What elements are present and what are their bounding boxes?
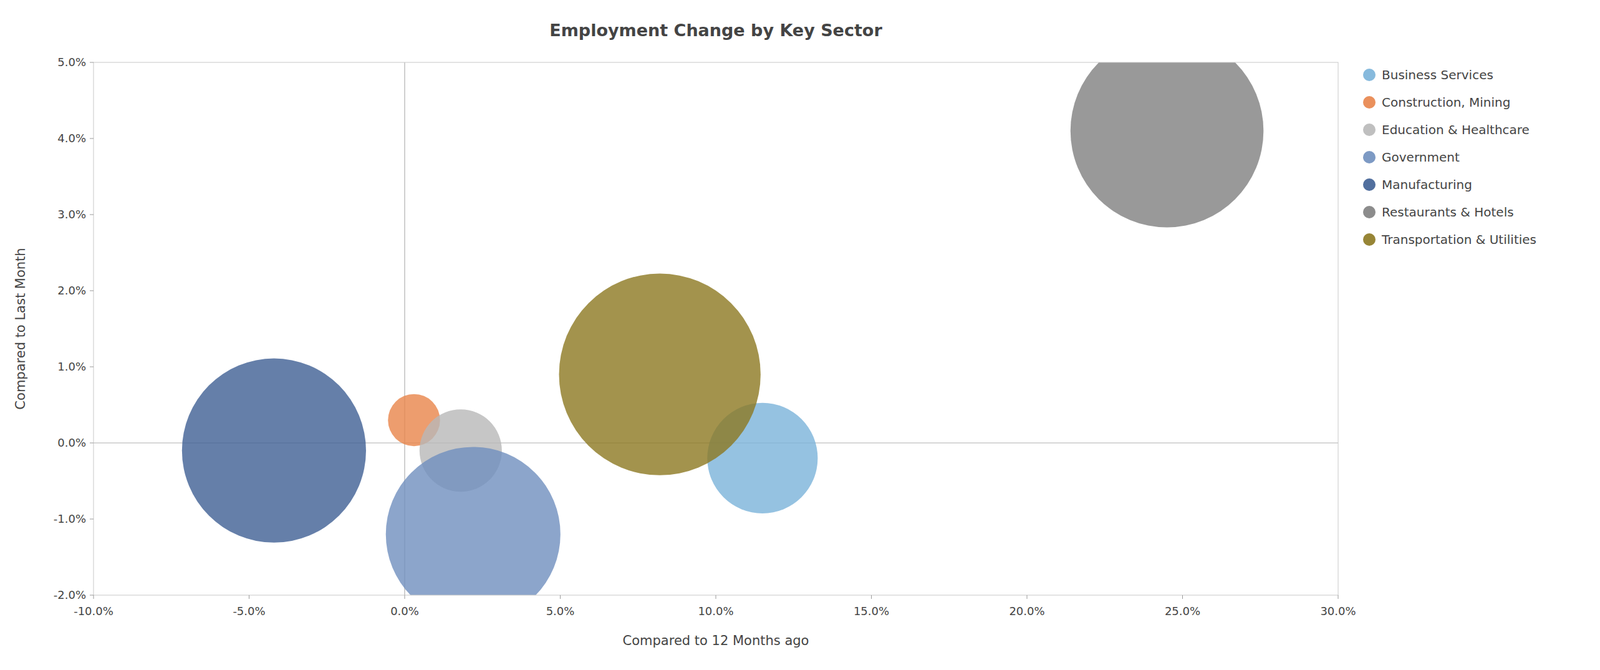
legend-swatch: [1363, 68, 1376, 82]
y-tick: [89, 214, 94, 216]
legend-swatch: [1363, 233, 1376, 246]
y-tick: [89, 442, 94, 444]
series: [559, 273, 761, 476]
x-tick-label: -10.0%: [73, 604, 114, 618]
x-tick: [1338, 594, 1339, 599]
legend-label: Construction, Mining: [1381, 94, 1511, 110]
y-tick: [89, 518, 94, 520]
x-tick: [93, 594, 95, 599]
x-tick-label: 25.0%: [1164, 604, 1201, 618]
x-tick: [871, 594, 872, 599]
bubble: [559, 273, 761, 476]
y-tick-label: -2.0%: [53, 587, 87, 602]
x-tick-label: 15.0%: [853, 604, 890, 618]
legend-swatch: [1363, 178, 1376, 191]
y-tick-label: 3.0%: [57, 207, 87, 221]
y-tick: [89, 138, 94, 140]
x-tick: [404, 594, 406, 599]
x-tick: [248, 594, 250, 599]
bubble: [182, 358, 367, 543]
x-tick-label: 20.0%: [1008, 604, 1045, 618]
x-tick-label: 5.0%: [546, 604, 575, 618]
x-tick: [559, 594, 561, 599]
legend-label: Transportation & Utilities: [1381, 231, 1537, 247]
x-axis-label: Compared to 12 Months ago: [622, 632, 810, 648]
legend-label: Education & Healthcare: [1381, 122, 1530, 138]
x-tick: [1026, 594, 1028, 599]
x-tick: [1182, 594, 1183, 599]
y-tick: [89, 290, 94, 292]
y-tick: [89, 594, 94, 596]
chart: -10.0% -5.0% 0.0% 5.0% 10.0% 15.0% 20.0% 25.0% 3…: [0, 0, 1600, 670]
plot-frame: [93, 62, 1339, 595]
series: [385, 446, 561, 595]
y-tick-label: 4.0%: [57, 131, 87, 145]
y-tick-label: 0.0%: [57, 435, 87, 449]
x-tick-label: 30.0%: [1320, 604, 1356, 618]
y-tick-label: 2.0%: [57, 283, 87, 297]
legend-label: Government: [1381, 149, 1460, 165]
legend-swatch: [1363, 123, 1376, 136]
y-tick-label: 5.0%: [57, 55, 87, 69]
legend-swatch: [1363, 205, 1376, 219]
legend-swatch: [1363, 96, 1376, 109]
x-tick-label: 0.0%: [390, 604, 420, 618]
legend-swatch: [1363, 150, 1376, 164]
x-tick-label: 10.0%: [697, 604, 734, 618]
bubble: [1070, 62, 1264, 228]
legend-label: Restaurants & Hotels: [1381, 204, 1514, 220]
series: [1070, 62, 1264, 228]
legend-label: Manufacturing: [1381, 177, 1473, 193]
legend-label: Business Services: [1381, 67, 1494, 83]
y-tick: [89, 366, 94, 368]
y-tick-label: 1.0%: [57, 359, 87, 373]
y-axis-label: Compared to Last Month: [13, 247, 29, 410]
bubble: [385, 446, 561, 595]
x-tick-label: -5.0%: [232, 604, 266, 618]
series: [182, 358, 367, 543]
y-tick: [89, 62, 94, 63]
title: Employment Change by Key Sector: [549, 20, 883, 40]
y-tick-label: -1.0%: [53, 511, 87, 526]
x-tick: [715, 594, 717, 599]
legend: Business Services Construction, Mining Edu…: [1363, 67, 1537, 247]
marks: [182, 62, 1264, 595]
